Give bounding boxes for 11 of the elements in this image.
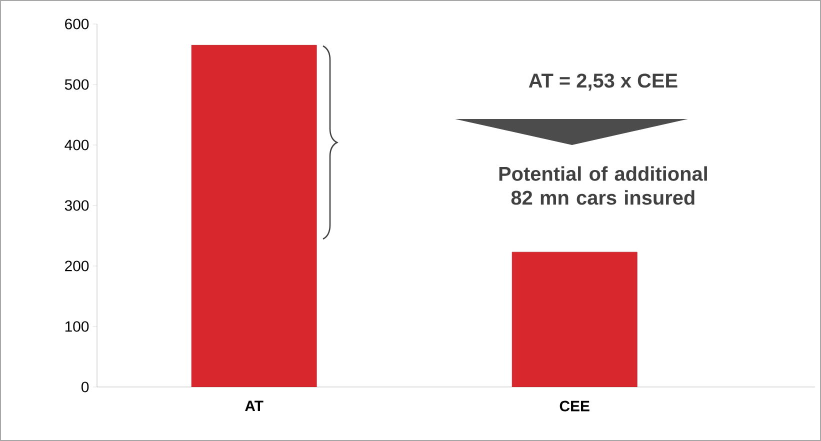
annotation: AT = 2,53 x CEE xyxy=(528,74,678,91)
annotation: Potential of additional 82 mn cars insured xyxy=(499,166,707,205)
y-tick-label: 600 xyxy=(65,18,89,30)
y-tick-label: 400 xyxy=(64,140,89,150)
x-tick-label: CEE xyxy=(560,400,590,412)
y-tick-label: 200 xyxy=(65,260,89,272)
y-tick-label: 100 xyxy=(65,321,89,332)
y-tick-label: 0 xyxy=(82,382,89,392)
y-tick-label: 500 xyxy=(64,79,89,90)
x-tick-label: AT xyxy=(245,400,264,412)
y-tick-label: 300 xyxy=(64,200,89,211)
